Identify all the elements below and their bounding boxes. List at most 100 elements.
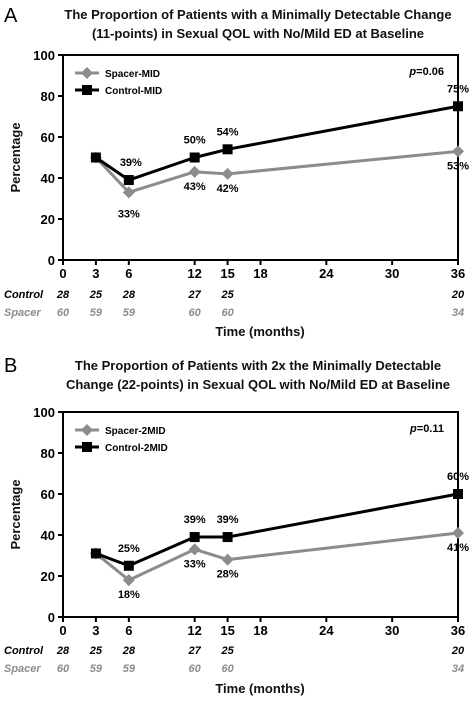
- x-tick-label: 0: [59, 623, 66, 638]
- legend-marker-square: [82, 442, 92, 452]
- legend-label: Spacer-MID: [105, 69, 160, 80]
- n-row-spacer-value: 34: [452, 307, 464, 319]
- n-row-spacer-value: 60: [221, 663, 234, 675]
- data-label: 75%: [447, 83, 469, 95]
- n-row-spacer-label: Spacer: [4, 307, 41, 319]
- x-tick-label: 12: [187, 623, 201, 638]
- legend-marker-diamond: [81, 67, 93, 79]
- data-point-diamond: [188, 165, 201, 178]
- n-row-control-value: 20: [451, 645, 465, 657]
- x-tick-label: 15: [220, 623, 234, 638]
- data-label: 42%: [217, 183, 239, 195]
- data-point-diamond: [122, 574, 135, 587]
- x-tick-label: 3: [92, 266, 99, 281]
- y-tick-label: 20: [41, 212, 55, 227]
- y-tick-label: 60: [41, 130, 55, 145]
- x-tick-label: 15: [220, 266, 234, 281]
- n-row-control-value: 25: [89, 645, 103, 657]
- data-label: 41%: [447, 542, 469, 554]
- legend-marker-diamond: [81, 424, 93, 436]
- legend-marker-square: [82, 85, 92, 95]
- data-point-square: [90, 548, 101, 559]
- y-tick-label: 0: [48, 253, 55, 268]
- x-tick-label: 12: [187, 266, 201, 281]
- x-tick-label: 18: [253, 266, 267, 281]
- data-point-diamond: [452, 526, 464, 539]
- chart-panel-a: A The Proportion of Patients with a Minim…: [4, 5, 469, 339]
- data-point-square: [222, 144, 233, 155]
- n-row-spacer-value: 60: [189, 663, 202, 675]
- n-row-spacer-value: 59: [123, 663, 136, 675]
- data-point-diamond: [221, 167, 234, 180]
- n-row-control-value: 27: [188, 645, 202, 657]
- data-label: 50%: [184, 135, 206, 147]
- n-row-control-label: Control: [4, 645, 44, 657]
- x-tick-label: 0: [59, 266, 66, 281]
- chart-panel-b: B The Proportion of Patients with 2x the …: [4, 355, 469, 696]
- x-tick-label: 3: [92, 623, 99, 638]
- y-tick-label: 100: [33, 48, 55, 63]
- n-row-spacer-label: Spacer: [4, 663, 41, 675]
- data-label: 25%: [118, 543, 140, 555]
- panel-letter: B: [4, 355, 17, 377]
- y-axis-title: Percentage: [8, 479, 23, 549]
- data-label: 53%: [447, 160, 469, 172]
- y-tick-label: 80: [41, 89, 55, 104]
- x-tick-label: 30: [385, 623, 399, 638]
- y-tick-label: 0: [48, 610, 55, 625]
- n-row-spacer-value: 59: [90, 663, 103, 675]
- x-tick-label: 18: [253, 623, 267, 638]
- data-label: 33%: [184, 558, 206, 570]
- x-tick-label: 6: [125, 623, 132, 638]
- n-row-control-value: 25: [89, 289, 103, 301]
- x-axis-title: Time (months): [215, 324, 304, 339]
- n-row-control-value: 28: [56, 645, 70, 657]
- data-label: 39%: [217, 514, 239, 526]
- n-row-spacer-value: 60: [189, 307, 202, 319]
- n-row-control-value: 25: [220, 645, 234, 657]
- p-value: p=0.11: [409, 423, 444, 435]
- legend: Spacer-2MID Control-2MID: [75, 424, 168, 454]
- chart-title-line: Change (22-points) in Sexual QOL with No…: [66, 377, 450, 392]
- chart-title-line: The Proportion of Patients with a Minima…: [64, 7, 451, 22]
- x-axis-title: Time (months): [215, 681, 304, 696]
- data-point-square: [222, 532, 233, 543]
- data-label: 28%: [217, 569, 239, 581]
- n-row-control-value: 20: [451, 289, 465, 301]
- data-point-diamond: [188, 543, 201, 556]
- n-row-spacer-value: 34: [452, 663, 464, 675]
- x-tick-label: 6: [125, 266, 132, 281]
- n-row-spacer-value: 60: [57, 663, 70, 675]
- data-label: 33%: [118, 208, 140, 220]
- y-tick-label: 60: [41, 487, 55, 502]
- y-tick-label: 80: [41, 446, 55, 461]
- data-point-square: [453, 101, 463, 112]
- x-tick-label: 36: [451, 266, 465, 281]
- x-tick-label: 30: [385, 266, 399, 281]
- y-tick-label: 40: [41, 528, 55, 543]
- n-row-spacer-value: 59: [90, 307, 103, 319]
- legend-label: Spacer-2MID: [105, 426, 166, 437]
- x-tick-label: 24: [319, 623, 334, 638]
- data-point-square: [189, 152, 200, 163]
- n-row-control-value: 28: [56, 289, 70, 301]
- legend-label: Control-2MID: [105, 443, 168, 454]
- legend: Spacer-MID Control-MID: [75, 67, 162, 97]
- x-tick-label: 36: [451, 623, 465, 638]
- y-tick-label: 20: [41, 569, 55, 584]
- p-value: p=0.06: [408, 66, 444, 78]
- n-row-control-label: Control: [4, 289, 44, 301]
- data-label: 43%: [184, 181, 206, 193]
- chart-title-line: (11-points) in Sexual QOL with No/Mild E…: [92, 26, 424, 41]
- chart-title-line: The Proportion of Patients with 2x the M…: [75, 358, 441, 373]
- n-row-control-value: 25: [220, 289, 234, 301]
- data-point-square: [123, 175, 134, 186]
- data-point-square: [189, 532, 200, 543]
- n-row-spacer-value: 60: [221, 307, 234, 319]
- data-point-square: [123, 560, 134, 571]
- panel-letter: A: [4, 5, 18, 27]
- x-tick-label: 24: [319, 266, 334, 281]
- n-row-spacer-value: 59: [123, 307, 136, 319]
- data-point-diamond: [221, 553, 234, 566]
